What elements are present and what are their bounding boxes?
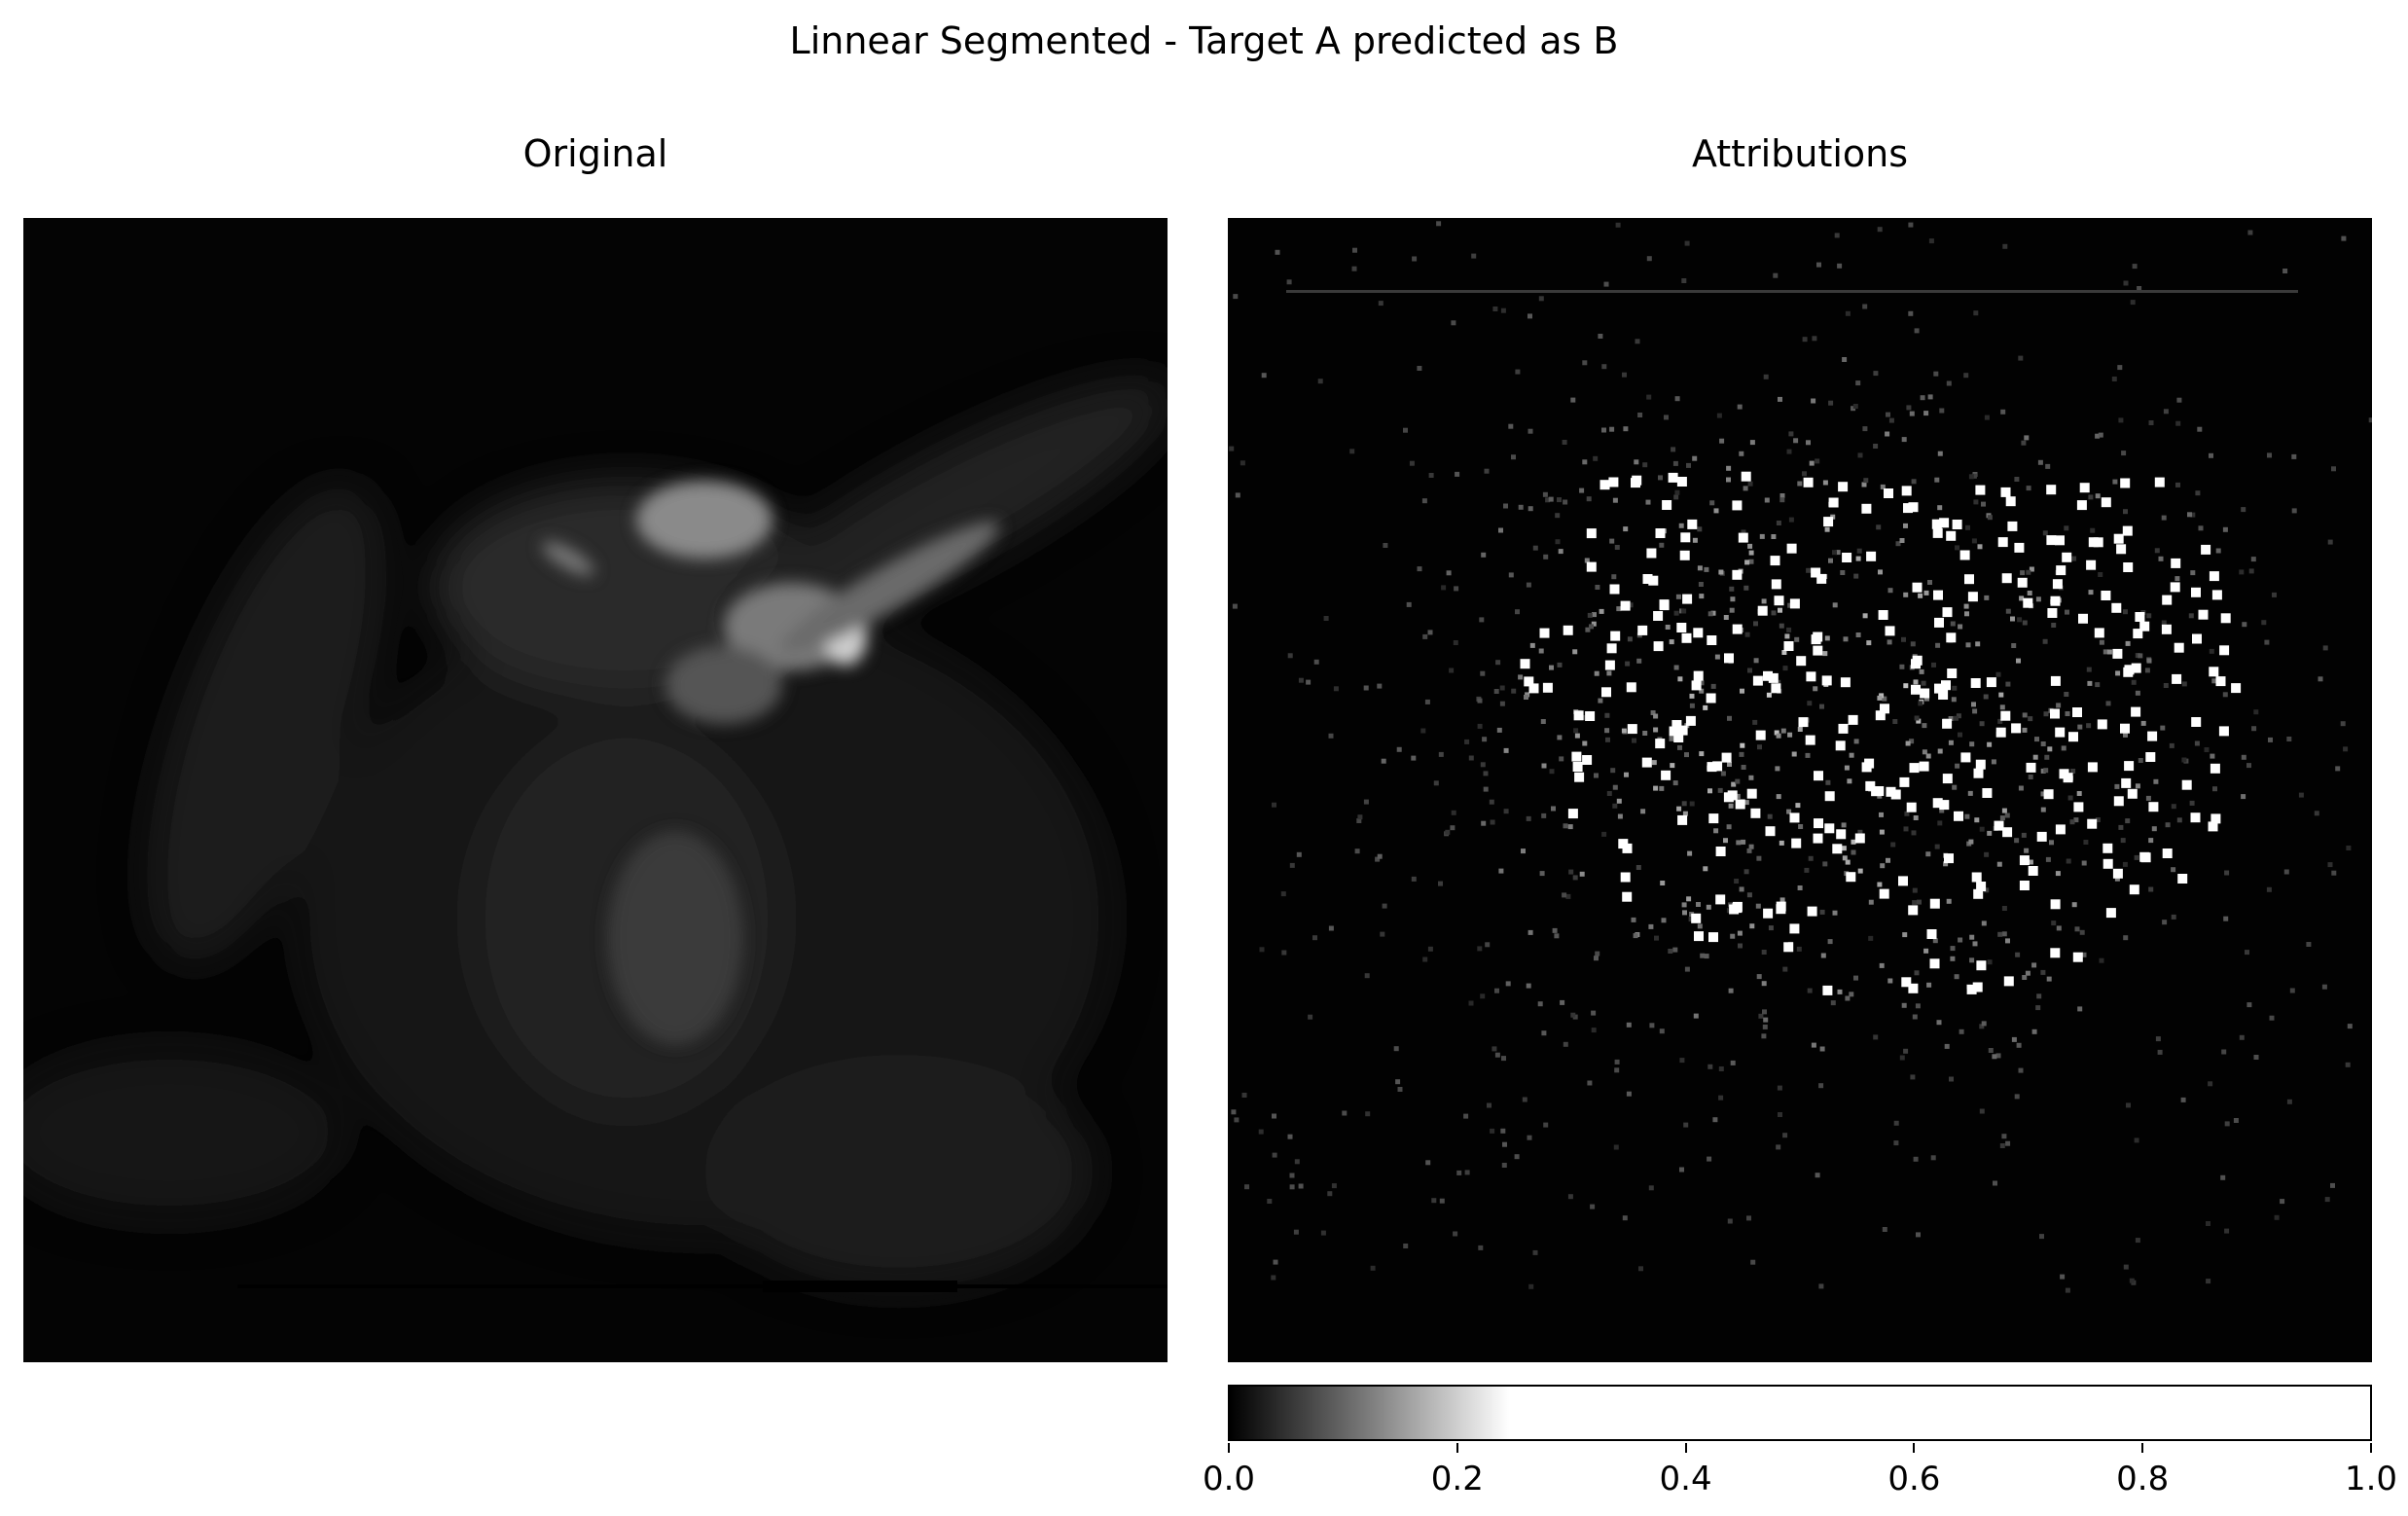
colorbar-tick	[2141, 1443, 2144, 1453]
colorbar-tick	[1684, 1443, 1687, 1453]
figure-title: Linnear Segmented - Target A predicted a…	[789, 19, 1619, 62]
colorbar-tick	[1228, 1443, 1230, 1453]
colorbar-tick-label: 0.2	[1430, 1460, 1484, 1498]
colorbar-tick-label: 0.8	[2116, 1460, 2170, 1498]
attributions-panel-title: Attributions	[1691, 132, 1909, 175]
colorbar	[1228, 1385, 2372, 1441]
attributions-image	[1228, 218, 2372, 1362]
original-panel-title: Original	[522, 132, 668, 175]
colorbar-tick-label: 1.0	[2344, 1460, 2398, 1498]
colorbar-tick-label: 0.0	[1202, 1460, 1256, 1498]
original-image	[23, 218, 1168, 1362]
attributions-image-canvas	[1228, 218, 2372, 1362]
original-image-canvas	[23, 218, 1168, 1362]
colorbar-tick-label: 0.6	[1887, 1460, 1941, 1498]
colorbar-tick	[1456, 1443, 1458, 1453]
colorbar-tick	[1913, 1443, 1916, 1453]
colorbar-tick	[2370, 1443, 2372, 1453]
colorbar-tick-label: 0.4	[1659, 1460, 1712, 1498]
